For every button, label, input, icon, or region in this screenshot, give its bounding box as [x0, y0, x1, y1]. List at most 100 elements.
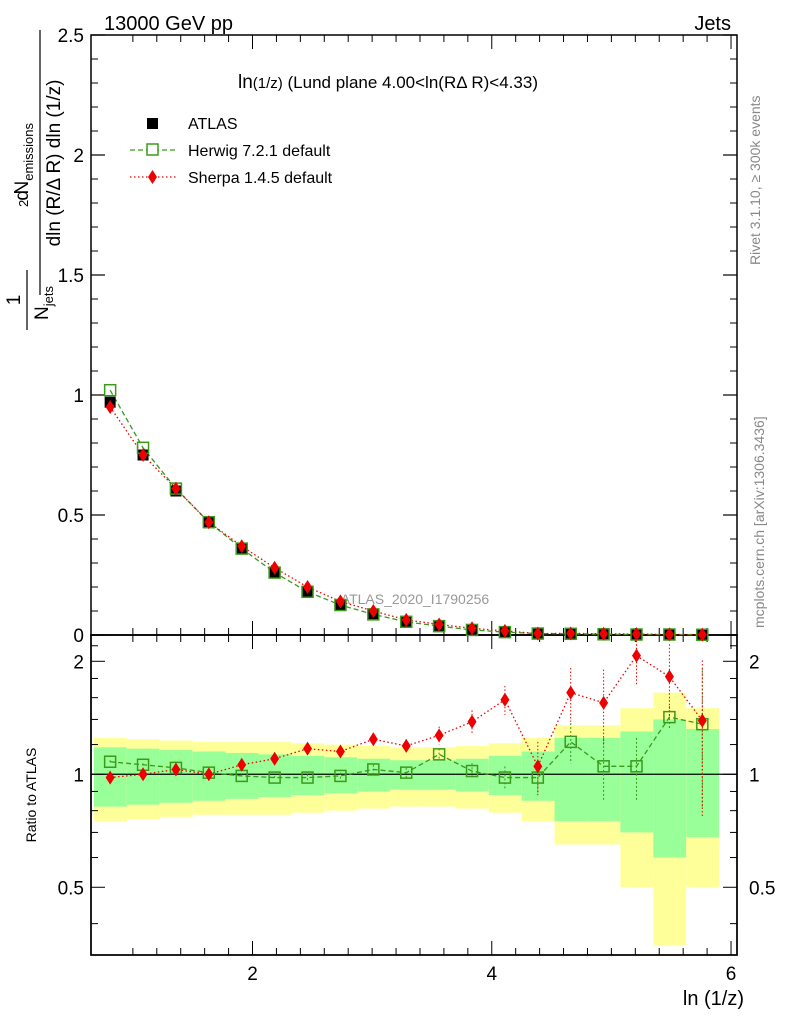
- sherpa-point: [566, 626, 576, 641]
- main-y-tick-label: 0: [73, 626, 84, 647]
- sherpa-point: [105, 400, 115, 414]
- herwig-ratio-point: [334, 769, 347, 783]
- ratio-inner-band: [521, 751, 555, 801]
- sherpa-point: [335, 594, 345, 609]
- sherpa-point: [599, 626, 609, 641]
- main-y-tick-label: 2.5: [58, 26, 84, 47]
- legend-sherpa-marker: [148, 170, 157, 184]
- sherpa-ratio-point: [401, 738, 411, 753]
- ratio-y-tick-label: 2: [73, 652, 84, 673]
- plot-title: ln(1/z) (Lund plane 4.00<ln(RΔ R)<4.33): [238, 72, 538, 93]
- ratio-y-axis-label: Ratio to ATLAS: [23, 748, 39, 843]
- sherpa-point: [303, 580, 313, 594]
- herwig-ratio-point: [432, 748, 446, 761]
- sherpa-ratio-point: [566, 685, 576, 700]
- sherpa-point: [368, 604, 378, 618]
- main-y-ticks: 0 0.5 1 1.5 2 2.5: [58, 26, 737, 647]
- ratio-y-tick-label-right: 1: [749, 765, 760, 786]
- category-label: Jets: [694, 13, 731, 35]
- ratio-frame-overlay: [90, 634, 738, 956]
- energy-label: 13000 GeV pp: [104, 13, 233, 35]
- ratio-inner-band: [422, 760, 456, 790]
- herwig-ratio-point: [399, 766, 413, 779]
- sherpa-ratio-point: [237, 757, 247, 772]
- main-y-axis-label: 2 Nemissions d dln (R/Δ R) dln (1/z): [12, 30, 65, 295]
- legend-herwig-marker: [146, 143, 159, 156]
- sherpa-point: [204, 515, 214, 530]
- sherpa-point: [270, 560, 280, 575]
- sherpa-ratio-point: [664, 669, 674, 684]
- sherpa-point: [697, 627, 707, 642]
- ratio-series: [103, 630, 709, 817]
- ratio-inner-band: [324, 757, 358, 794]
- herwig-ratio-point: [663, 710, 676, 724]
- sherpa-ratio-point: [138, 767, 148, 782]
- sherpa-ratio-point: [434, 728, 444, 743]
- herwig-ratio-point: [268, 771, 281, 784]
- svg-text:d: d: [12, 190, 33, 201]
- main-y-tick-label: 1: [73, 386, 84, 407]
- sherpa-ratio-point: [697, 713, 707, 728]
- x-tick-label: 4: [486, 964, 497, 985]
- sherpa-ratio-point: [632, 648, 642, 663]
- analysis-watermark: ATLAS_2020_I1790256: [341, 591, 490, 607]
- ratio-y-tick-label-right: 2: [749, 652, 760, 673]
- sherpa-ratio-point: [533, 759, 543, 774]
- sherpa-point: [467, 621, 477, 636]
- legend: ATLAS Herwig 7.2.1 default Sherpa 1.4.5 …: [130, 116, 333, 187]
- sherpa-point: [401, 612, 411, 627]
- ratio-inner-band: [653, 719, 687, 858]
- sherpa-ratio-point: [171, 762, 181, 777]
- sherpa-point: [533, 626, 543, 641]
- sherpa-ratio-point: [270, 751, 280, 766]
- side-mcplots-label: mcplots.cern.ch [arXiv:1306.3436]: [751, 416, 767, 628]
- svg-text:Njets: Njets: [32, 286, 56, 320]
- herwig-ratio-point: [564, 735, 577, 749]
- main-series: [103, 383, 709, 642]
- herwig-ratio-point: [597, 760, 610, 773]
- sherpa-point: [500, 623, 510, 638]
- sherpa-ratio-point: [500, 692, 510, 707]
- herwig-ratio-point: [630, 760, 643, 773]
- sherpa-point: [171, 481, 181, 496]
- svg-text:2 Nemissions: 2 Nemissions: [12, 122, 36, 207]
- legend-atlas-marker: [147, 118, 158, 129]
- ratio-inner-band: [390, 760, 423, 790]
- ratio-y-ticks: 0.5 0.5 1 1 2 2: [58, 645, 775, 925]
- main-y-tick-label: 1.5: [58, 266, 84, 287]
- sherpa-ratio-point: [599, 695, 609, 710]
- sherpa-ratio-point: [467, 714, 477, 729]
- sherpa-point: [237, 539, 247, 554]
- herwig-ratio-point: [103, 755, 117, 768]
- legend-sherpa-label: Sherpa 1.4.5 default: [188, 170, 333, 187]
- herwig-ratio-point: [498, 771, 512, 784]
- herwig-ratio-point: [465, 764, 479, 778]
- main-y-tick-label: 0.5: [58, 506, 84, 527]
- legend-herwig-label: Herwig 7.2.1 default: [188, 143, 331, 160]
- main-y-axis-normalization: 1 Njets: [4, 270, 56, 330]
- sherpa-point: [138, 448, 148, 462]
- side-rivet-label: Rivet 3.1.10, ≥ 300k events: [747, 95, 763, 265]
- x-axis-label: ln (1/z): [683, 988, 744, 1010]
- ratio-y-tick-label-right: 0.5: [749, 878, 775, 899]
- sherpa-ratio-point: [204, 767, 214, 782]
- herwig-ratio-point: [367, 763, 380, 776]
- herwig-ratio-point: [301, 771, 314, 784]
- x-tick-label: 6: [726, 964, 737, 985]
- sherpa-ratio-point: [105, 770, 115, 785]
- herwig-point: [103, 383, 117, 397]
- sherpa-point: [434, 617, 444, 632]
- sherpa-ratio-point: [335, 744, 345, 759]
- sherpa-point: [664, 627, 674, 642]
- ratio-y-tick-label: 0.5: [58, 878, 84, 899]
- ratio-error-bands: [90, 634, 738, 956]
- main-y-tick-label: 2: [73, 146, 84, 167]
- sherpa-ratio-point: [368, 732, 378, 747]
- ratio-inner-band: [159, 750, 193, 803]
- sherpa-ratio-point: [303, 741, 313, 756]
- legend-atlas-label: ATLAS: [188, 116, 238, 133]
- svg-text:1: 1: [4, 295, 25, 306]
- svg-text:dln (R/Δ R) dln (1/z): dln (R/Δ R) dln (1/z): [44, 80, 65, 247]
- ratio-y-tick-label: 1: [73, 765, 84, 786]
